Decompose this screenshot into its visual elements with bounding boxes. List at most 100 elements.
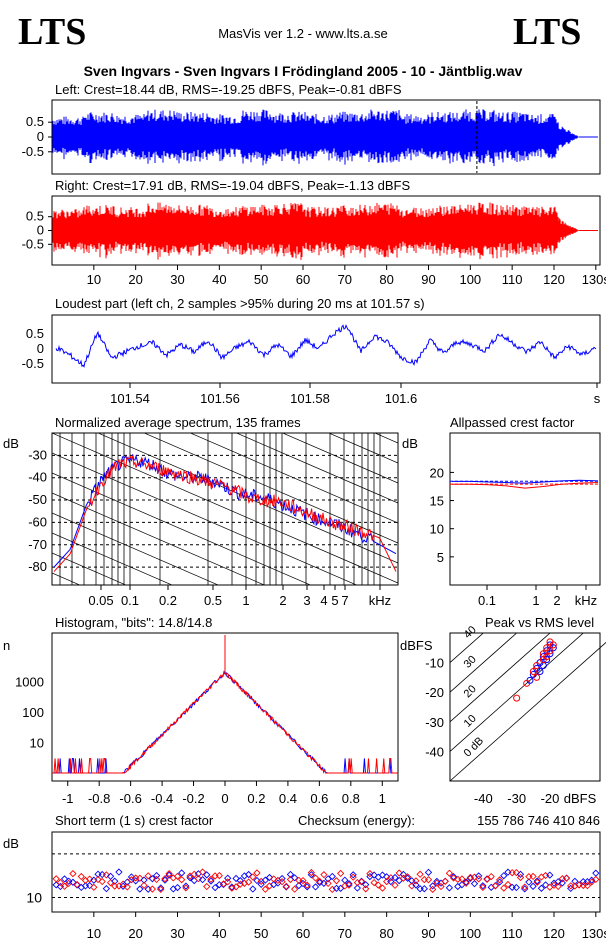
short-crest-point-R bbox=[290, 885, 299, 893]
right-waveform-ytick: 0.5 bbox=[26, 209, 44, 224]
short-crest-point-L bbox=[429, 882, 437, 890]
short-crest-point-L bbox=[500, 872, 508, 880]
short-crest-point-R bbox=[550, 881, 558, 889]
short-crest-point-R bbox=[69, 869, 77, 878]
crest-series-L bbox=[452, 479, 599, 484]
crest-series-R bbox=[452, 482, 599, 489]
short-crest-point-L bbox=[144, 885, 152, 893]
short-crest-point-R bbox=[370, 878, 378, 887]
short-crest-point-L bbox=[537, 884, 546, 892]
short-crest-point-R bbox=[487, 872, 495, 881]
short-crest-point-L bbox=[211, 883, 219, 892]
short-crest-point-R bbox=[299, 876, 307, 885]
short-crest-point-R bbox=[270, 875, 278, 883]
loudest-xtick: s bbox=[594, 391, 601, 406]
short-crest-point-R bbox=[462, 879, 470, 887]
loudest-xtick: 101.58 bbox=[290, 391, 330, 406]
peak-rms-point-R bbox=[513, 694, 521, 702]
short-crest-point-R bbox=[320, 870, 328, 879]
short-crest-point-L bbox=[261, 876, 269, 884]
short-crest-xtick: 120 bbox=[543, 926, 565, 941]
short-crest-point-L bbox=[362, 881, 370, 889]
short-crest-point-R bbox=[261, 885, 269, 893]
right-waveform-signal bbox=[52, 202, 579, 260]
short-crest-point-L bbox=[173, 883, 182, 892]
spectrum-ytick: -60 bbox=[28, 514, 47, 529]
spectrum-series-R bbox=[53, 455, 397, 572]
short-crest-point-L bbox=[546, 871, 554, 879]
short-crest-point-L bbox=[140, 876, 148, 884]
short-crest-point-L bbox=[115, 868, 123, 876]
short-crest-point-R bbox=[366, 869, 374, 878]
spectrum-diagonal bbox=[97, 433, 398, 564]
short-crest-point-L bbox=[475, 872, 483, 880]
right-waveform-title: Right: Crest=17.91 dB, RMS=-19.04 dBFS, … bbox=[55, 178, 410, 193]
spectrum-series-L bbox=[53, 454, 397, 568]
short-crest-point-L bbox=[316, 878, 324, 887]
short-crest-point-L bbox=[587, 876, 596, 884]
time-tick: 10 bbox=[87, 272, 101, 287]
short-crest-point-L bbox=[148, 875, 157, 883]
plot-layer: 0.50-0.50.50-0.510 20 30 40 50 60 70 80 90 100 110… bbox=[15, 101, 606, 941]
short-crest-point-L bbox=[525, 878, 533, 886]
crest-ytick: 10 bbox=[430, 522, 444, 537]
short-crest-point-R bbox=[60, 882, 69, 890]
histogram-xtick: 0.6 bbox=[310, 791, 328, 806]
spectrum-xtick: 0.1 bbox=[121, 593, 139, 608]
loudest-part-series bbox=[55, 324, 597, 368]
crest-frame bbox=[449, 432, 601, 586]
spectrum-diagonal bbox=[52, 552, 127, 585]
short-crest-point-L bbox=[370, 871, 378, 879]
short-crest-point-L bbox=[391, 873, 399, 882]
crest-xtick: 2 bbox=[553, 593, 560, 608]
short-crest-point-R bbox=[337, 869, 345, 878]
short-crest-point-L bbox=[311, 883, 320, 891]
short-crest-xtick: 40 bbox=[212, 926, 226, 941]
short-crest-point-R bbox=[571, 882, 579, 890]
time-tick: 50 bbox=[254, 272, 268, 287]
spectrum-ylabel: dB bbox=[3, 436, 19, 451]
spectrum-diagonal bbox=[189, 433, 398, 524]
short-crest-point-R bbox=[73, 880, 81, 889]
histogram-xtick: 1 bbox=[379, 791, 386, 806]
short-crest-point-L bbox=[157, 884, 165, 892]
short-crest-point-L bbox=[412, 881, 420, 889]
short-crest-point-R bbox=[449, 874, 458, 882]
short-crest-point-R bbox=[316, 877, 324, 886]
short-crest-point-R bbox=[512, 868, 520, 877]
short-crest-xtick: 10 bbox=[87, 926, 101, 941]
short-crest-point-R bbox=[98, 877, 106, 886]
peak-rms-point-R bbox=[533, 673, 541, 681]
short-crest-point-L bbox=[349, 871, 357, 879]
crest-xtick: kHz bbox=[575, 593, 597, 608]
short-crest-point-R bbox=[215, 871, 223, 880]
short-crest-point-R bbox=[198, 868, 207, 876]
short-crest-point-L bbox=[592, 869, 600, 877]
short-crest-point-R bbox=[148, 885, 157, 893]
short-crest-point-R bbox=[102, 871, 111, 879]
spectrum-ytick: -40 bbox=[28, 470, 47, 485]
short-crest-point-R bbox=[395, 869, 403, 877]
short-crest-point-R bbox=[328, 885, 336, 894]
short-crest-point-R bbox=[529, 872, 537, 881]
short-crest-xtick: 50 bbox=[254, 926, 268, 941]
short-crest-point-L bbox=[198, 876, 207, 884]
histogram-title: Histogram, "bits": 14.8/14.8 bbox=[55, 615, 212, 630]
spectrum-xtick: 4 bbox=[320, 593, 327, 608]
peak-rms-diagonal bbox=[449, 632, 584, 752]
loudest-ytick: 0.5 bbox=[26, 326, 44, 341]
spectrum-diagonal bbox=[52, 532, 173, 585]
loudest-part-frame bbox=[51, 314, 601, 384]
peak-rms-point-R bbox=[533, 662, 541, 670]
peak-rms-diag-label: 40 bbox=[462, 624, 479, 641]
peak-rms-diagonal bbox=[449, 641, 606, 782]
short-crest-point-R bbox=[140, 881, 148, 889]
time-tick: 20 bbox=[128, 272, 142, 287]
peak-rms-point-R bbox=[546, 638, 554, 646]
peak-rms-diag-label: 30 bbox=[462, 653, 479, 670]
histogram-xtick: -0.8 bbox=[88, 791, 110, 806]
peak-rms-point-L bbox=[543, 656, 551, 664]
histogram-xtick: 0.8 bbox=[342, 791, 360, 806]
short-crest-point-R bbox=[412, 877, 420, 885]
left-waveform-ytick: -0.5 bbox=[22, 144, 44, 159]
